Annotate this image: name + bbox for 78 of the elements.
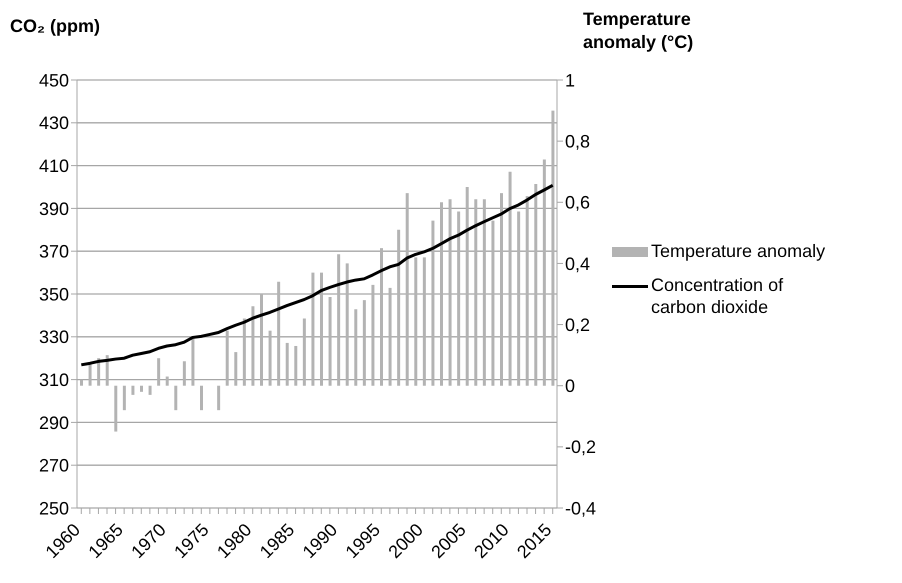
bar: [508, 172, 512, 386]
bar: [397, 230, 400, 386]
y-tick-label: 270: [38, 456, 69, 476]
bar: [294, 346, 298, 386]
y2-tick-label: 0,4: [565, 254, 590, 274]
bar: [448, 199, 452, 386]
bar: [122, 386, 126, 410]
bar: [226, 330, 229, 386]
bar: [182, 361, 186, 386]
y2-tick-label: 0,2: [565, 314, 590, 335]
y2-tick-label: 1: [565, 70, 576, 90]
bar: [234, 352, 238, 386]
bar: [346, 263, 349, 386]
bar: [491, 220, 494, 386]
bar: [542, 159, 546, 386]
bar: [114, 386, 118, 432]
bar: [440, 202, 443, 386]
y-tick-label: 370: [38, 242, 69, 262]
bar: [414, 257, 418, 386]
bar: [302, 318, 306, 386]
bar: [200, 386, 203, 410]
y2-tick-label: 0: [565, 376, 576, 396]
bar: [474, 199, 478, 386]
bar: [140, 386, 143, 392]
bar: [337, 254, 340, 386]
bar: [354, 309, 358, 386]
bar: [157, 358, 160, 386]
bar: [466, 187, 469, 386]
y-tick-label: 350: [38, 284, 69, 304]
bar: [422, 257, 426, 386]
y2-tick-label: -0,2: [565, 437, 596, 458]
bar: [406, 193, 409, 386]
bar: [88, 364, 92, 386]
bar: [517, 211, 520, 386]
y-tick-label: 430: [38, 113, 69, 134]
bar: [482, 199, 486, 386]
y-tick-label: 450: [38, 70, 69, 90]
bar: [148, 386, 152, 395]
bar: [191, 336, 194, 386]
bar: [286, 342, 289, 386]
legend-label: Concentration of carbon dioxide: [651, 274, 784, 318]
y2-tick-label: -0,4: [565, 498, 596, 518]
bar: [457, 211, 460, 386]
bar: [380, 248, 383, 386]
bar: [217, 386, 220, 410]
bar: [260, 294, 263, 386]
y-tick-label: 330: [38, 327, 69, 348]
bar: [526, 196, 529, 386]
bar: [277, 282, 280, 386]
bar: [388, 288, 392, 386]
bar: [551, 110, 554, 386]
y-tick-label: 410: [38, 156, 69, 176]
bar: [371, 284, 374, 386]
bar: [251, 306, 254, 386]
y-tick-label: 390: [38, 198, 69, 219]
bar: [131, 386, 134, 395]
y-tick-label: 310: [38, 370, 69, 390]
y-tick-label: 250: [38, 498, 69, 518]
line-series: [80, 184, 554, 366]
bar: [242, 318, 246, 386]
bar: [534, 184, 538, 386]
y2-tick-label: 0,6: [565, 192, 590, 213]
bar: [500, 193, 503, 386]
y-tick-label: 290: [38, 412, 69, 433]
bar: [106, 355, 109, 386]
bar: [174, 386, 178, 410]
y-axis-title: CO₂ (ppm): [10, 16, 100, 37]
bar: [328, 297, 332, 386]
bar: [311, 272, 314, 386]
y2-axis-title: Temperature anomaly (°C): [583, 8, 694, 54]
bar: [362, 300, 366, 386]
y2-tick-label: 0,8: [565, 132, 590, 152]
bar: [320, 272, 323, 386]
bar: [431, 220, 434, 386]
bar: [268, 330, 272, 386]
bar: [80, 380, 83, 386]
legend-label: Temperature anomaly: [651, 240, 826, 262]
bar: [166, 376, 169, 386]
